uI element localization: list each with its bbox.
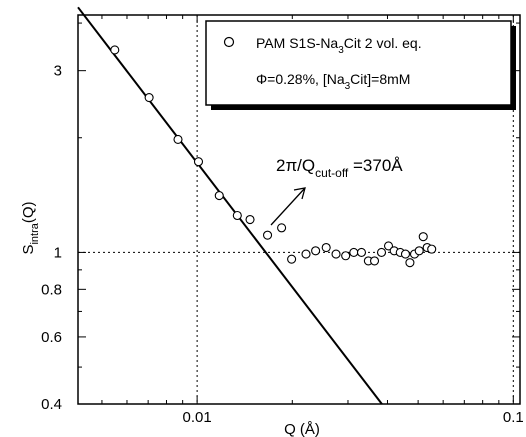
data-point (349, 247, 359, 257)
cutoff-annotation-text: 2π/Qcut-off =370Å (276, 156, 403, 180)
data-point (418, 232, 428, 242)
data-point (144, 93, 154, 103)
legend-series-label: PAM S1S-Na3Cit 2 vol. eq. (256, 35, 422, 56)
y-tick-label: 1 (54, 244, 62, 261)
data-point (214, 191, 224, 201)
x-tick-label: 0.01 (183, 409, 212, 426)
legend: PAM S1S-Na3Cit 2 vol. eq. Φ=0.28%, [Na3C… (205, 20, 516, 110)
fit-line (77, 6, 383, 405)
y-tick-label: 0.6 (41, 329, 62, 346)
data-points (110, 45, 437, 268)
data-point (287, 254, 297, 264)
data-point (321, 242, 331, 253)
data-point (427, 244, 437, 254)
data-point (193, 157, 204, 167)
cutoff-arrow-head (293, 187, 306, 200)
data-point (341, 251, 351, 261)
data-point (400, 249, 411, 259)
data-point (414, 246, 424, 256)
data-point (232, 210, 242, 221)
data-point (331, 249, 341, 259)
cutoff-annotation: 2π/Qcut-off =370Å (270, 156, 403, 226)
x-axis-label: Q (Å) (284, 421, 320, 437)
legend-marker (223, 36, 235, 48)
data-point (277, 223, 287, 233)
data-point (245, 214, 255, 225)
axis-ticks: 0.01 0.1 0.4 0.6 0.8 1 3 (41, 15, 524, 426)
legend-box (205, 20, 512, 106)
cutoff-arrow-shaft (270, 187, 306, 226)
data-point (311, 246, 321, 256)
y-axis-label-base: S (20, 245, 37, 255)
reference-lines (78, 15, 520, 404)
y-axis-label-sub: intra (29, 222, 41, 244)
data-point (173, 134, 183, 144)
y-axis-label: Sintra(Q) (20, 201, 41, 254)
y-axis-label-suffix: (Q) (20, 201, 37, 223)
data-point (356, 247, 367, 257)
data-point (369, 256, 380, 266)
data-point (262, 230, 273, 240)
legend-condition-label: Φ=0.28%, [Na3Cit]=8mM (256, 71, 410, 92)
data-point (405, 258, 415, 268)
y-tick-label: 3 (54, 63, 62, 80)
x-tick-label: 0.1 (503, 409, 524, 426)
y-tick-label: 0.8 (41, 281, 62, 298)
data-point (301, 249, 311, 259)
data-point (383, 241, 394, 251)
y-tick-label: 0.4 (41, 396, 62, 413)
data-point (110, 45, 120, 55)
plot-frame (77, 14, 521, 405)
data-point (376, 247, 387, 257)
